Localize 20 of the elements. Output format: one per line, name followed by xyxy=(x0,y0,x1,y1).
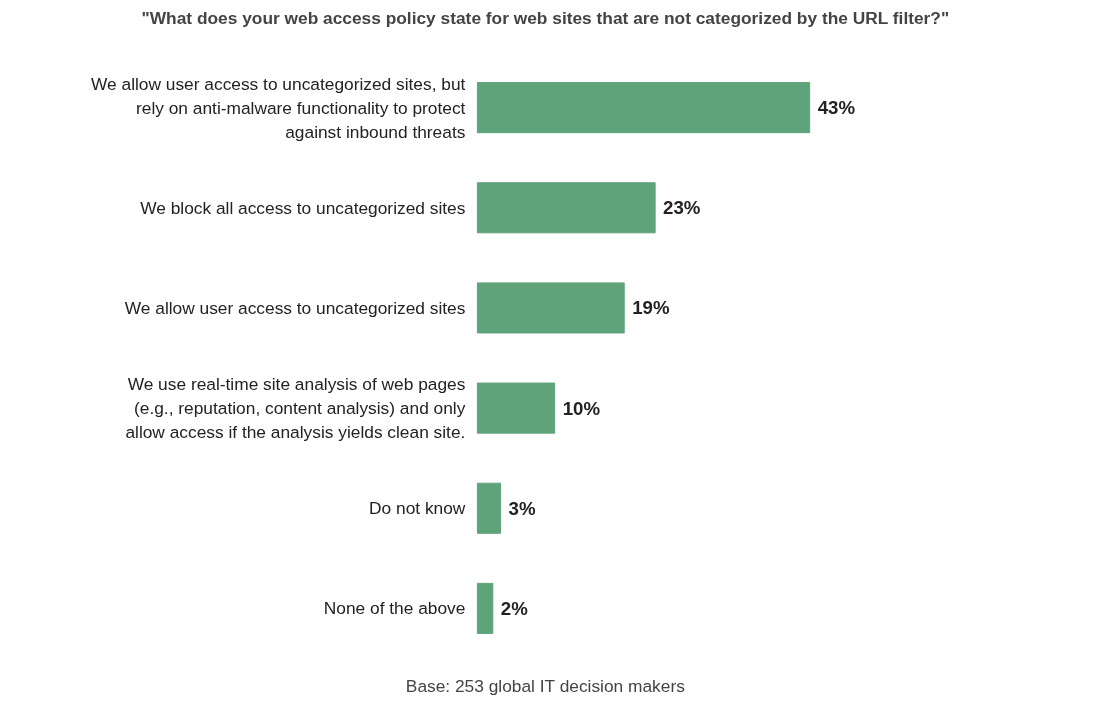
data-label: 2% xyxy=(500,597,529,619)
y-tick-label: Do not know xyxy=(369,498,466,519)
data-label: 3% xyxy=(508,497,536,519)
bar xyxy=(476,82,811,134)
bar xyxy=(476,182,656,234)
bar xyxy=(476,382,556,434)
bar xyxy=(476,282,625,334)
y-tick-label: We allow user access to uncategorized sites xyxy=(124,297,466,318)
y-tick-label: None of the above xyxy=(323,598,466,619)
text: Base: 253 global IT decision makers xyxy=(405,675,686,696)
y-tick-label: We block all access to uncategorized sites xyxy=(140,197,466,218)
data-label: 10% xyxy=(562,397,601,419)
bar xyxy=(476,582,494,634)
data-label: 19% xyxy=(632,297,670,319)
bar xyxy=(476,482,502,534)
chart-title: "What does your web access policy state for web sites that are not categorized by the URL filter?" xyxy=(141,7,950,28)
y-tick-label: We use real-time site analysis of web pages (e.g., reputation, content analysis) and only allow access if the analysis yields clean site. xyxy=(125,374,466,443)
y-tick-label: We allow user access to uncategorized sites, but rely on anti-malware functionality to protect against inbound threats xyxy=(91,73,466,142)
data-label: 23% xyxy=(663,197,701,219)
data-label: 43% xyxy=(817,97,856,119)
